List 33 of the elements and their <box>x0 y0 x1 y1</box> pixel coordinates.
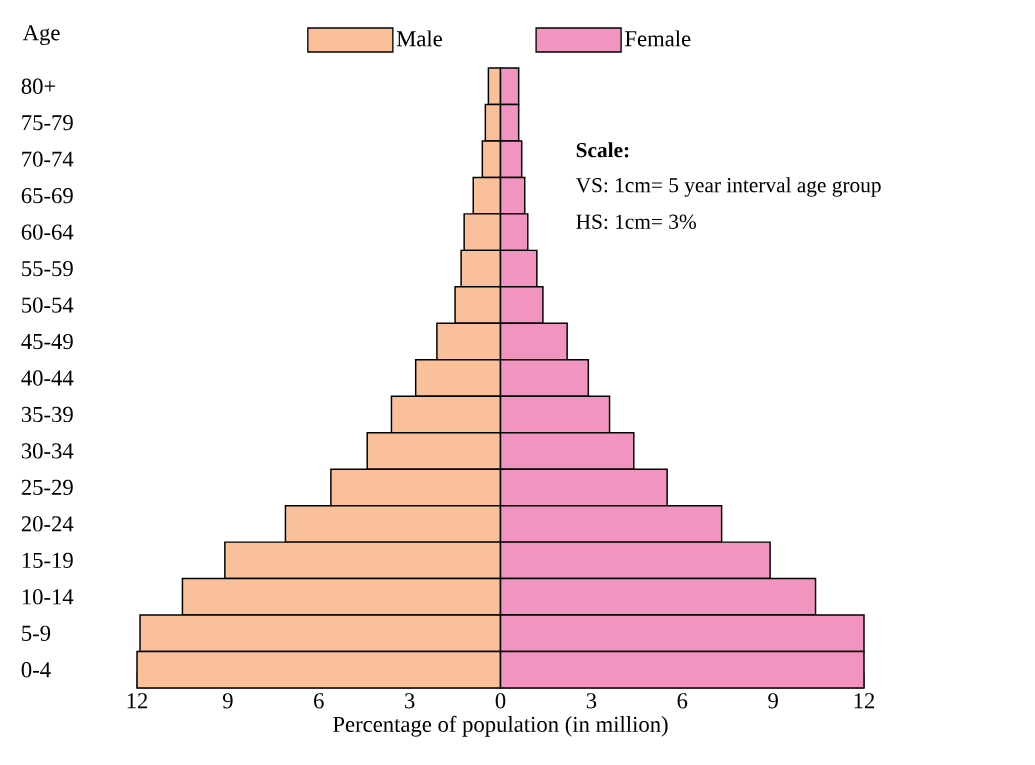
x-tick-label: 0 <box>495 693 506 709</box>
annotation: Scale: <box>576 142 629 158</box>
x-axis-title: Percentage of population (in million) <box>333 715 668 737</box>
y-tick-label: 40-44 <box>21 370 74 386</box>
y-tick-label: 15-19 <box>22 552 73 568</box>
x-tick-label: 9 <box>222 693 233 709</box>
x-tick-label: 6 <box>677 693 688 709</box>
y-tick-label: 65-69 <box>21 188 73 204</box>
x-tick-label: 6 <box>314 693 324 709</box>
y-axis-title: Age <box>22 25 60 46</box>
x-tick-label: 12 <box>127 693 148 709</box>
y-tick-label: 30-34 <box>21 443 74 459</box>
y-tick-label: 60-64 <box>21 224 74 240</box>
y-tick-label: 55-59 <box>22 260 73 277</box>
y-tick-label: 25-29 <box>21 479 73 496</box>
x-tick-label: 9 <box>768 693 778 709</box>
legend-label: Female <box>625 30 691 47</box>
y-tick-label: 0-4 <box>21 662 51 678</box>
y-tick-label: 45-49 <box>21 333 73 350</box>
x-tick-label: 12 <box>854 693 875 709</box>
y-tick-label: 5-9 <box>22 625 51 641</box>
y-tick-label: 20-24 <box>21 516 74 532</box>
y-tick-label: 35-39 <box>21 406 73 423</box>
y-tick-label: 75-79 <box>22 115 73 131</box>
x-tick-label: 3 <box>586 693 597 709</box>
annotation: VS: 1cm= 5 year interval age group <box>575 177 881 197</box>
annotation: HS: 1cm= 3% <box>576 214 696 229</box>
y-tick-label: 50-54 <box>22 297 74 313</box>
y-tick-label: 80+ <box>21 78 56 94</box>
y-tick-label: 10-14 <box>22 589 74 605</box>
y-tick-label: 70-74 <box>22 151 74 167</box>
x-tick-label: 3 <box>405 693 415 709</box>
legend-label: Male <box>396 30 442 47</box>
